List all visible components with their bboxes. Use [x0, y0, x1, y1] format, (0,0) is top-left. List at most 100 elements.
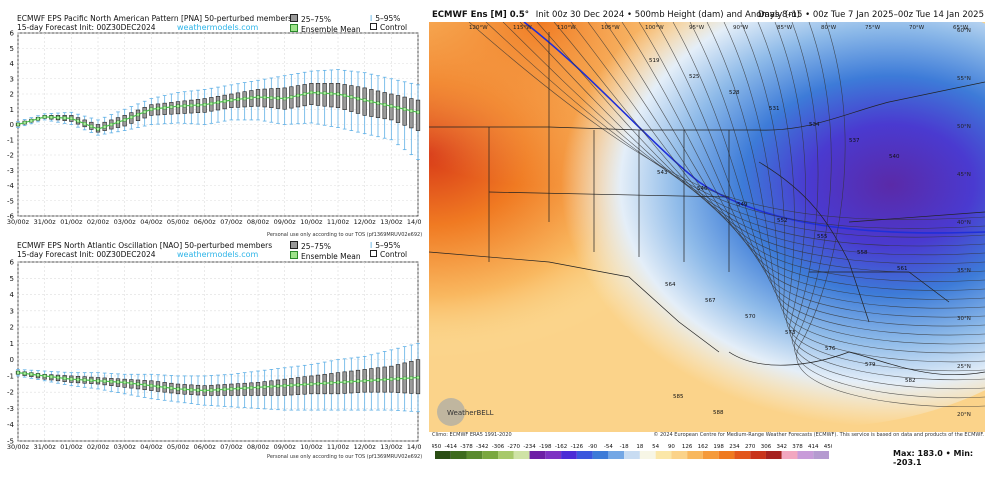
- mean-point: [76, 377, 80, 382]
- mean-legend-icon: [290, 251, 298, 259]
- mean-point: [389, 377, 393, 381]
- mean-point: [363, 98, 367, 102]
- colorbar-tick-label: 90: [668, 444, 675, 450]
- mean-point: [363, 379, 367, 383]
- mean-point: [169, 386, 173, 390]
- mean-point: [336, 380, 340, 385]
- y-tick-label: -4: [7, 421, 15, 429]
- y-tick-label: 3: [10, 75, 14, 83]
- colorbar-swatch: [608, 451, 625, 459]
- mean-point: [323, 91, 327, 95]
- mean-point: [316, 382, 320, 386]
- contour-label: 582: [905, 378, 916, 384]
- jet-contour-line: [523, 22, 985, 234]
- mean-point: [43, 115, 47, 119]
- state-borders: [429, 32, 985, 376]
- mean-point: [109, 122, 113, 127]
- y-tick-label: -2: [7, 152, 14, 160]
- contour-label: 549: [737, 202, 748, 208]
- mean-point: [69, 377, 73, 381]
- mean-point: [329, 92, 333, 96]
- mean-point: [276, 384, 280, 388]
- mean-point: [123, 118, 127, 122]
- colorbar-tick-label: 54: [652, 444, 659, 450]
- nao-title: ECMWF EPS North Atlantic Oscillation [NA…: [17, 241, 272, 259]
- x-tick-label: 04/00z: [140, 443, 163, 451]
- political-border: [488, 191, 730, 198]
- mean-point: [349, 95, 353, 99]
- height-contour: [791, 22, 985, 390]
- latitude-label: 35°N: [957, 268, 971, 274]
- colorbar-tick-label: -126: [571, 444, 584, 450]
- height-contour: [553, 22, 985, 264]
- y-tick-label: 6: [10, 259, 15, 267]
- contour-label: 573: [785, 330, 796, 336]
- nao-legend-mean: Ensemble Mean: [301, 252, 361, 261]
- mean-point: [349, 380, 353, 384]
- colorbar-swatch: [671, 451, 688, 459]
- mean-point: [209, 101, 213, 106]
- mean-legend-icon: [290, 24, 298, 32]
- height-contour: [485, 22, 985, 229]
- mean-point: [156, 106, 160, 111]
- mean-point: [43, 374, 47, 378]
- colorbar-swatch: [435, 451, 451, 459]
- mean-point: [316, 91, 320, 95]
- latitude-label: 60°N: [957, 28, 971, 34]
- mean-point: [36, 373, 40, 377]
- height-contour: [757, 22, 985, 372]
- mean-point: [129, 381, 133, 385]
- mean-point: [49, 375, 53, 379]
- mean-point: [356, 379, 360, 383]
- colorbar-tick-label: -198: [539, 444, 552, 450]
- colorbar-tick-label: 342: [776, 444, 787, 450]
- mean-point: [163, 106, 167, 110]
- mean-point: [23, 371, 27, 376]
- mean-point: [63, 116, 67, 120]
- x-tick-label: 30/00z: [7, 218, 30, 226]
- y-tick-label: 1: [10, 106, 14, 114]
- colorbar-tick-label: 450: [824, 444, 832, 450]
- x-tick-label: 11/00z: [327, 218, 350, 226]
- contour-label: 588: [713, 410, 724, 416]
- pna-tos: Personal use only according to our TOS (…: [267, 232, 423, 238]
- mean-point: [236, 97, 240, 101]
- mean-point: [103, 125, 107, 129]
- colorbar-tick-label: -162: [555, 444, 567, 450]
- mean-point: [309, 382, 313, 386]
- y-tick-label: -5: [7, 197, 14, 205]
- mean-point: [103, 379, 107, 383]
- longitude-label: 110°W: [557, 25, 576, 31]
- mean-point: [16, 371, 20, 375]
- map-title-mid: Init 00z 30 Dec 2024 • 500mb Height (dam…: [535, 10, 800, 20]
- longitude-label: 90°W: [733, 25, 749, 31]
- mean-point: [229, 387, 233, 391]
- nao-legend: 25–75% Ensemble Mean: [290, 241, 361, 261]
- mean-point: [269, 96, 273, 100]
- map-header: ECMWF Ens [M] 0.5° Init 00z 30 Dec 2024 …: [432, 10, 984, 20]
- y-tick-label: 3: [10, 307, 14, 315]
- pna-chart: 6 5 4 3 2 1 0 -1 -2 -3 -4 -5 -630/00z 31/00z 01/00z 02/…: [7, 30, 421, 227]
- longitude-label: 70°W: [909, 25, 925, 31]
- mean-point: [169, 105, 173, 109]
- x-tick-label: 12/00z: [354, 443, 377, 451]
- mean-point: [96, 127, 100, 131]
- mean-point: [83, 378, 87, 382]
- mean-point: [223, 387, 227, 391]
- height-contour: [519, 22, 985, 247]
- mean-point: [343, 380, 347, 384]
- mean-point: [129, 115, 133, 119]
- mean-point: [323, 381, 327, 385]
- latitude-label: 25°N: [957, 364, 971, 370]
- y-tick-label: 6: [10, 30, 15, 38]
- x-tick-label: 08/00z: [247, 218, 270, 226]
- x-tick-label: 10/00z: [300, 218, 323, 226]
- pna-watermark: weathermodels.com: [177, 23, 259, 32]
- nao-panel: ECMWF EPS North Atlantic Oscillation [NA…: [2, 240, 422, 465]
- mean-point: [56, 116, 60, 120]
- colorbar-swatch: [687, 451, 703, 459]
- mean-point: [156, 384, 160, 389]
- x-tick-label: 02/00z: [87, 443, 110, 451]
- iqr-box: [262, 381, 267, 396]
- mean-point: [189, 103, 193, 108]
